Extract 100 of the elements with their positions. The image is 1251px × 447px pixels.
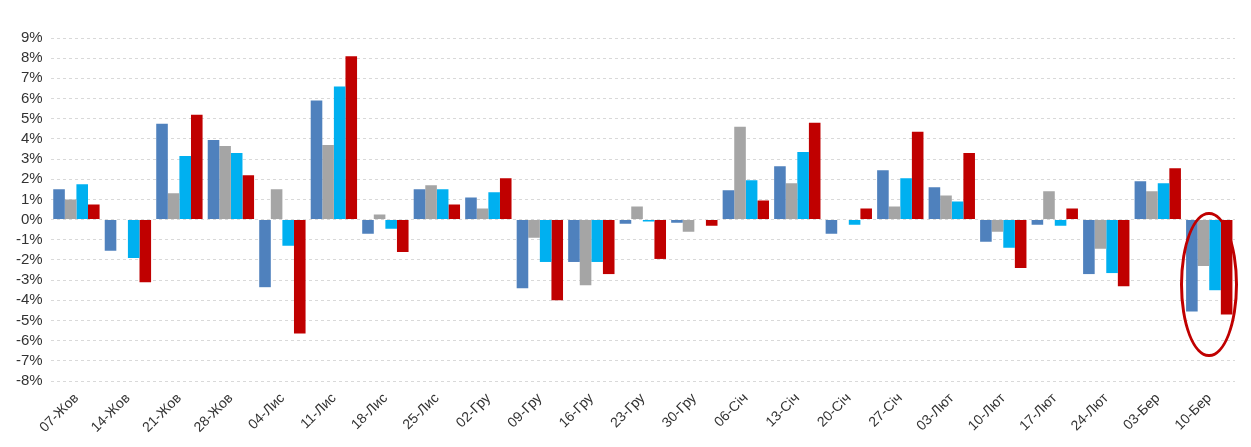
y-tick-label: -5% — [15, 310, 43, 328]
y-tick-label: 3% — [20, 149, 43, 167]
bar — [774, 166, 786, 220]
bar — [1054, 220, 1067, 226]
bar — [436, 189, 449, 220]
bar — [602, 220, 615, 275]
bar — [1031, 220, 1044, 225]
y-tick-label: 1% — [20, 189, 43, 207]
bar — [76, 184, 89, 220]
bar — [345, 56, 358, 220]
bar — [785, 183, 798, 220]
bar — [619, 220, 632, 224]
bar — [179, 156, 191, 220]
bar — [1014, 220, 1027, 269]
bar — [448, 204, 461, 220]
y-tick-label: -6% — [15, 330, 43, 348]
bar — [900, 178, 912, 220]
y-tick-label: 5% — [20, 108, 43, 126]
bar — [682, 220, 695, 232]
bar — [591, 220, 603, 262]
bar — [757, 200, 769, 220]
bar — [310, 100, 323, 220]
bar — [1066, 208, 1078, 220]
bar — [991, 220, 1004, 232]
bar — [631, 206, 643, 220]
bar — [207, 139, 220, 220]
bar — [333, 86, 346, 220]
bar — [219, 145, 231, 220]
bar — [516, 220, 529, 289]
bar — [1209, 220, 1221, 291]
bar — [53, 189, 65, 220]
bar — [1083, 220, 1095, 275]
bar — [139, 220, 152, 283]
bar — [940, 195, 952, 220]
bar — [888, 206, 901, 220]
bar — [1117, 220, 1130, 287]
bar — [734, 126, 746, 220]
y-tick-label: -8% — [15, 371, 43, 389]
bar — [425, 185, 437, 220]
bar — [579, 220, 592, 286]
bar — [413, 189, 426, 220]
bar — [1003, 220, 1015, 248]
y-tick-label: 0% — [20, 209, 43, 227]
bar — [1169, 168, 1181, 220]
bar — [259, 220, 271, 288]
bar — [951, 201, 964, 220]
y-tick-label: -4% — [15, 290, 43, 308]
bar — [1186, 220, 1198, 312]
y-tick-label: -1% — [15, 229, 43, 247]
bar — [104, 220, 117, 251]
bar — [671, 220, 683, 223]
bar — [1157, 183, 1170, 220]
bar — [551, 220, 564, 301]
bar — [488, 192, 500, 220]
y-tick-label: -2% — [15, 250, 43, 268]
bar — [88, 204, 100, 220]
bar — [242, 175, 255, 220]
bar — [1106, 220, 1118, 274]
bar — [928, 187, 941, 220]
bar — [385, 220, 397, 229]
bar — [1134, 181, 1147, 220]
bar — [270, 189, 283, 220]
bar — [465, 197, 477, 220]
bar — [127, 220, 140, 258]
y-tick-label: 6% — [20, 88, 43, 106]
bar — [539, 220, 552, 262]
bar — [911, 131, 924, 220]
bar — [860, 208, 872, 220]
bar — [848, 220, 861, 225]
bar — [1146, 191, 1158, 220]
bar — [362, 220, 374, 234]
bar — [722, 190, 735, 220]
bar — [190, 114, 203, 220]
bar — [528, 220, 540, 238]
bar — [156, 123, 168, 220]
bar — [1197, 220, 1210, 267]
y-tick-label: -3% — [15, 270, 43, 288]
bar — [282, 220, 294, 246]
y-tick-label: 4% — [20, 129, 43, 147]
y-tick-label: 2% — [20, 169, 43, 187]
bar — [825, 220, 838, 234]
y-tick-label: 8% — [20, 48, 43, 66]
bar — [499, 178, 512, 220]
bar — [745, 180, 758, 220]
bar — [963, 153, 975, 220]
bar — [1094, 220, 1107, 249]
bar — [293, 220, 306, 334]
y-tick-label: 7% — [20, 68, 43, 86]
bar — [64, 199, 77, 220]
bar — [808, 122, 821, 220]
bar — [705, 220, 718, 226]
bar — [396, 220, 409, 252]
bar — [322, 144, 334, 220]
bar — [980, 220, 992, 242]
bar — [568, 220, 580, 262]
bar — [797, 152, 809, 220]
bar — [230, 153, 243, 220]
bar — [877, 170, 889, 220]
bar — [1043, 191, 1055, 220]
bar — [167, 193, 180, 220]
